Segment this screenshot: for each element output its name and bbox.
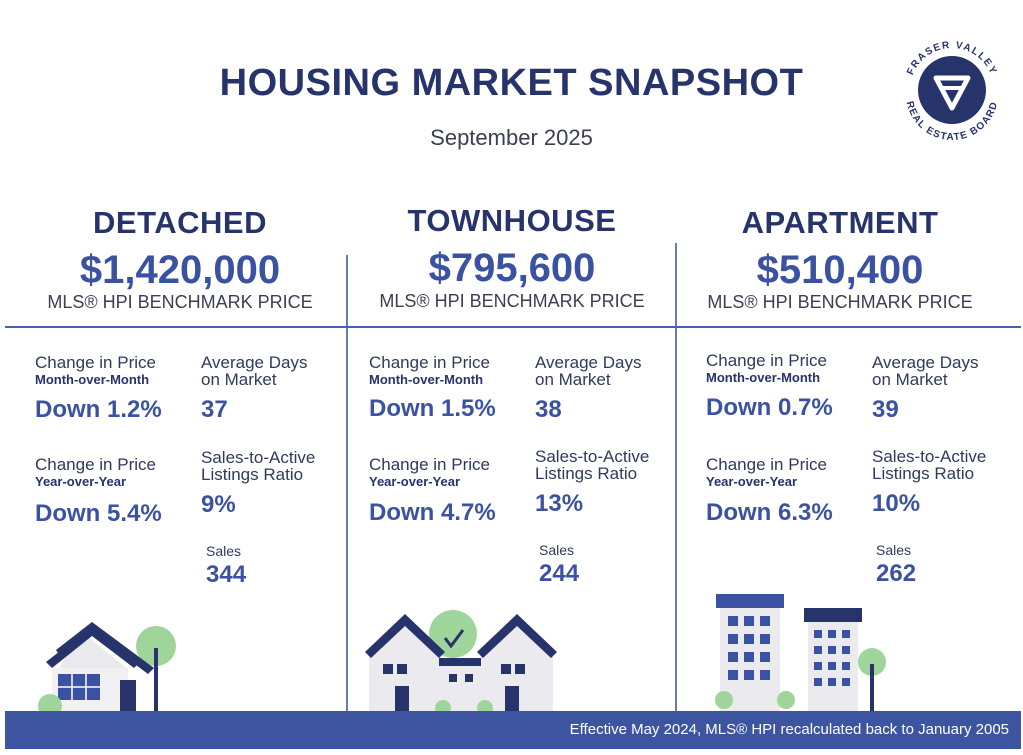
detached-yoy-value: Down 5.4% <box>35 500 162 527</box>
sales-label: Sales <box>206 543 242 559</box>
townhouse-price: $795,600 <box>428 246 596 290</box>
ratio-label-2: Listings Ratio <box>872 464 975 483</box>
sales-label: Sales <box>539 542 575 558</box>
apartment-heading: APARTMENT <box>741 205 939 240</box>
yoy-label: Year-over-Year <box>35 474 127 489</box>
townhouse-mom-value: Down 1.5% <box>369 395 496 422</box>
change-price-label: Change in Price <box>35 353 156 372</box>
apartment-price: $510,400 <box>756 248 924 292</box>
townhouse-yoy-value: Down 4.7% <box>369 499 496 526</box>
detached-mom-value: Down 1.2% <box>35 396 162 423</box>
apartment-mom-value: Down 0.7% <box>706 394 833 421</box>
detached-house-illustration <box>38 622 176 712</box>
change-price-label: Change in Price <box>369 353 490 372</box>
column-divider <box>675 243 677 711</box>
apartment-ratio-value: 10% <box>872 490 921 517</box>
detached-price: $1,420,000 <box>79 248 281 292</box>
ratio-label: Sales-to-Active <box>535 447 650 466</box>
footer-note: Effective May 2024, MLS® HPI recalculate… <box>569 721 1009 738</box>
townhouse-ratio-value: 13% <box>535 490 584 517</box>
ratio-label: Sales-to-Active <box>201 448 316 467</box>
mom-label: Month-over-Month <box>369 372 484 387</box>
avg-days-label: Average Days <box>872 353 979 372</box>
ratio-label-2: Listings Ratio <box>201 465 304 484</box>
page-subtitle: September 2025 <box>430 125 593 150</box>
change-price-label: Change in Price <box>369 455 490 474</box>
sales-label: Sales <box>876 542 912 558</box>
yoy-label: Year-over-Year <box>369 474 461 489</box>
detached-benchmark-label: MLS® HPI BENCHMARK PRICE <box>47 292 313 312</box>
apartment-illustration <box>715 594 886 711</box>
avg-days-label: Average Days <box>535 353 642 372</box>
avg-days-label: Average Days <box>201 353 308 372</box>
townhouse-days-value: 38 <box>535 396 562 423</box>
fraser-valley-logo: FRASER VALLEY REAL ESTATE BOARD <box>904 40 999 143</box>
footer-bar: Effective May 2024, MLS® HPI recalculate… <box>5 711 1021 749</box>
ratio-label: Sales-to-Active <box>872 447 987 466</box>
apartment-benchmark-label: MLS® HPI BENCHMARK PRICE <box>707 292 973 312</box>
page-title: HOUSING MARKET SNAPSHOT <box>219 62 804 104</box>
mom-label: Month-over-Month <box>35 372 150 387</box>
townhouse-illustration <box>365 610 557 711</box>
avg-days-label-2: on Market <box>872 370 948 389</box>
avg-days-label-2: on Market <box>535 370 611 389</box>
column-divider <box>346 255 348 711</box>
change-price-label: Change in Price <box>35 455 156 474</box>
townhouse-heading: TOWNHOUSE <box>407 203 617 238</box>
mom-label: Month-over-Month <box>706 370 821 385</box>
apartment-sales-value: 262 <box>876 560 917 587</box>
ratio-label-2: Listings Ratio <box>535 464 638 483</box>
detached-ratio-value: 9% <box>201 491 236 518</box>
change-price-label: Change in Price <box>706 351 827 370</box>
townhouse-sales-value: 244 <box>539 560 580 587</box>
avg-days-label-2: on Market <box>201 370 277 389</box>
section-divider <box>5 326 1021 328</box>
yoy-label: Year-over-Year <box>706 474 798 489</box>
townhouse-benchmark-label: MLS® HPI BENCHMARK PRICE <box>379 291 645 311</box>
apartment-days-value: 39 <box>872 396 899 423</box>
detached-days-value: 37 <box>201 396 228 423</box>
detached-sales-value: 344 <box>206 561 247 588</box>
detached-heading: DETACHED <box>93 205 267 240</box>
change-price-label: Change in Price <box>706 455 827 474</box>
apartment-yoy-value: Down 6.3% <box>706 499 833 526</box>
